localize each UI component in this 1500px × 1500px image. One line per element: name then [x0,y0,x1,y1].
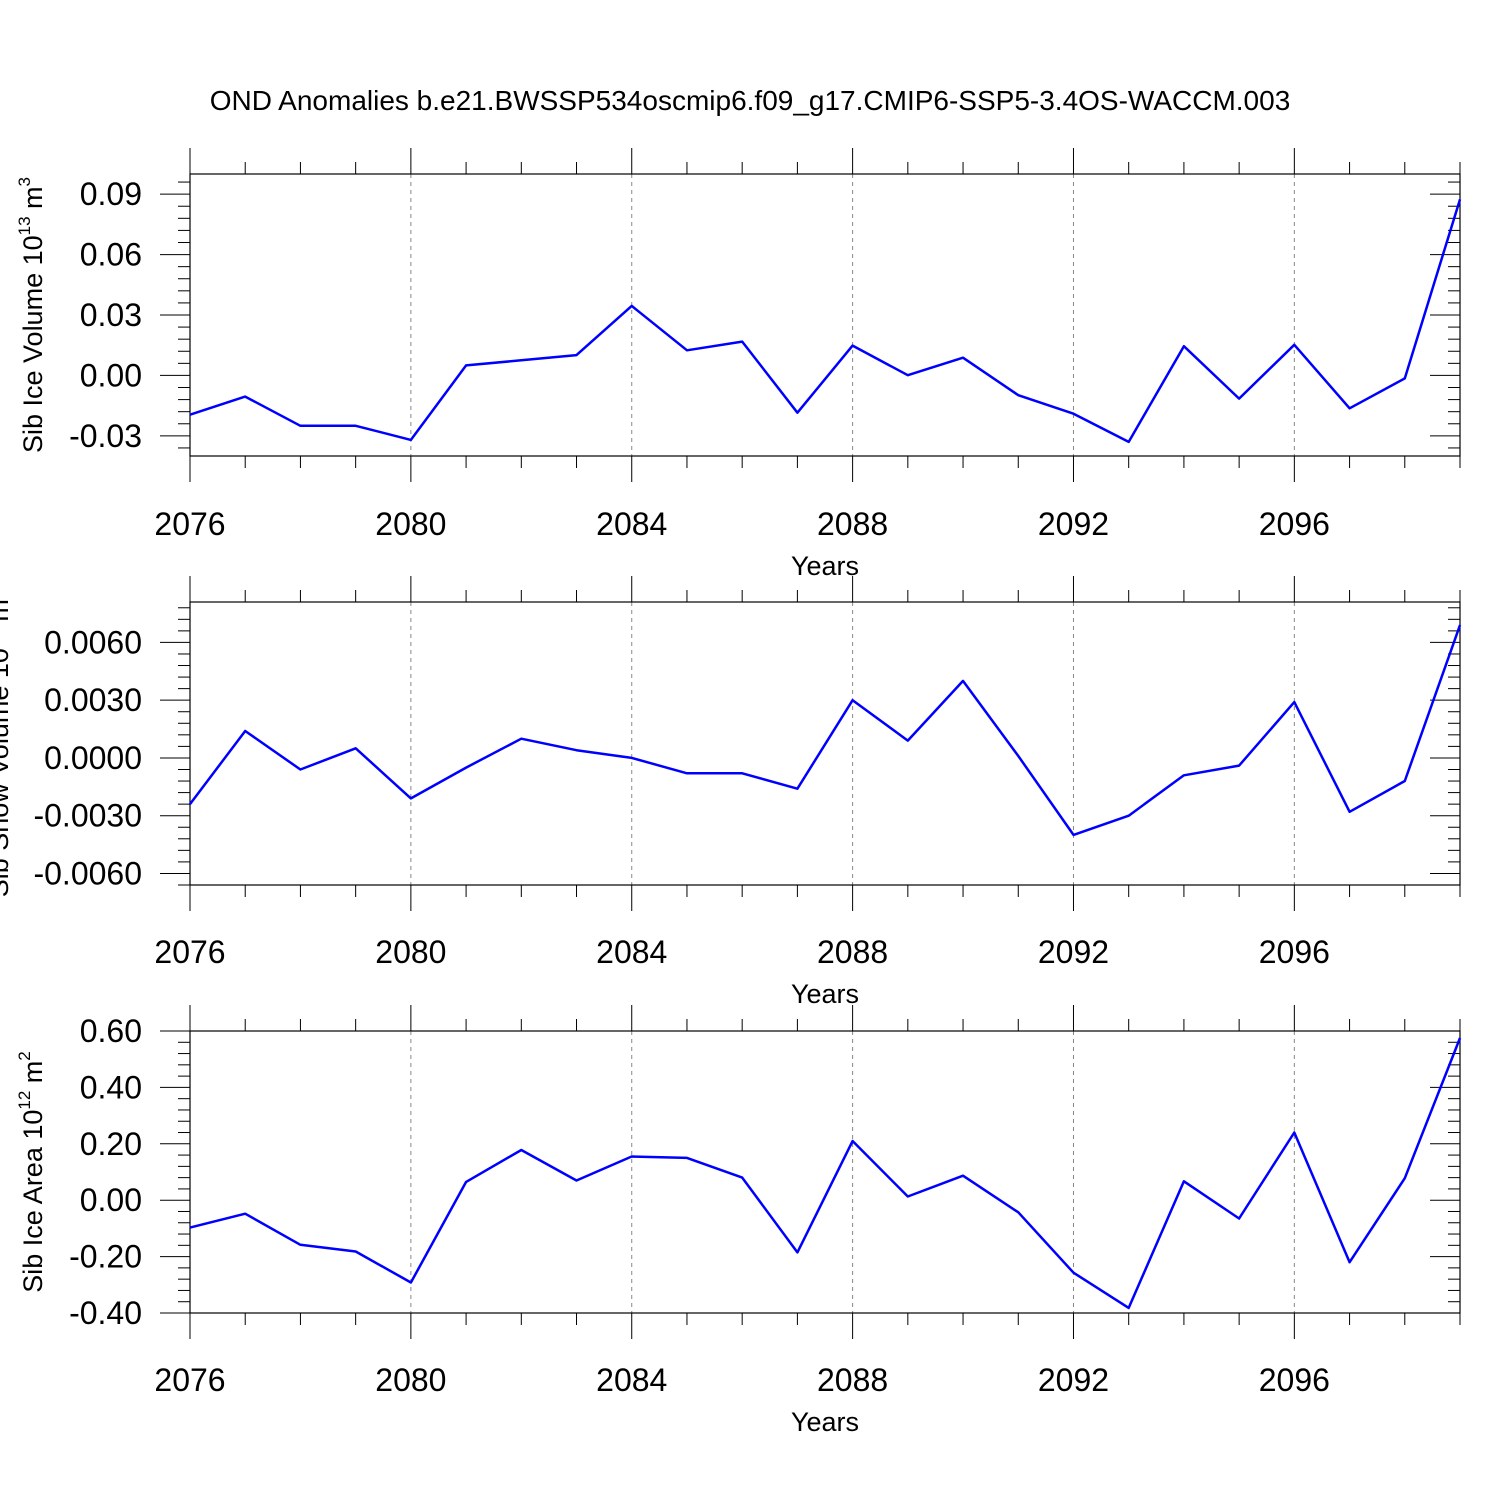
x-tick-label: 2080 [375,1362,446,1398]
y-tick-label: 0.0000 [44,740,142,776]
y-tick-label: 0.03 [80,297,142,333]
x-tick-label: 2092 [1038,1362,1109,1398]
panel-3: -0.40 -0.20 0.00 0.20 0.40 0.60 2076 2080 2084 20… [15,1005,1462,1437]
x-tick-label: 2076 [154,934,225,970]
plot-frame [189,173,1461,457]
y-axis-title-superscript: 3 [15,177,34,186]
y-axis-title-superscript: 13 [15,216,34,235]
figure-title: OND Anomalies b.e21.BWSSP534oscmip6.f09_… [210,85,1291,116]
panels: -0.03 0.00 0.03 0.06 0.09 2076 2080 2084 2088 209… [0,148,1462,1437]
x-tick-label: 2084 [596,506,667,542]
x-tick-label: 2088 [817,506,888,542]
x-axis-title: Years [791,551,859,581]
y-tick-label: -0.0030 [33,798,142,834]
x-tick-label: 2088 [817,1362,888,1398]
y-axis-title-superscript: 2 [15,1051,34,1060]
x-tick-label: 2080 [375,506,446,542]
x-tick-label: 2084 [596,1362,667,1398]
x-axis-title: Years [791,1407,859,1437]
x-tick-label: 2096 [1259,934,1330,970]
series-line [189,624,1462,837]
x-tick-label: 2076 [154,1362,225,1398]
y-tick-label: 0.0030 [44,682,142,718]
y-tick-label: 0.00 [80,357,142,393]
y-tick-label: -0.40 [69,1295,142,1331]
x-tick-label: 2096 [1259,1362,1330,1398]
y-axis-title-text: Sib Ice Volume 10 [18,235,48,453]
x-tick-label: 2084 [596,934,667,970]
x-tick-label: 2092 [1038,934,1109,970]
y-tick-label: 0.00 [80,1182,142,1218]
y-tick-label: 0.09 [80,176,142,212]
plot-frame [189,601,1461,886]
x-tick-label: 2088 [817,934,888,970]
y-tick-label: 0.06 [80,237,142,273]
y-axis-title: Sib Ice Volume 1013 m3 [15,177,48,453]
y-axis-title-text: m [18,186,48,216]
y-axis-title-text: Sib Snow Volume 10 [0,648,14,897]
x-tick-label: 2096 [1259,506,1330,542]
y-tick-label: 0.40 [80,1069,142,1105]
panel-1: -0.03 0.00 0.03 0.06 0.09 2076 2080 2084 2088 209… [15,148,1462,581]
y-tick-label: -0.20 [69,1239,142,1275]
plot-frame [189,1030,1461,1314]
series-line [189,1037,1462,1310]
y-tick-label: 0.0060 [44,624,142,660]
x-tick-label: 2080 [375,934,446,970]
x-axis-title: Years [791,979,859,1009]
x-tick-label: 2092 [1038,506,1109,542]
y-tick-label: 0.20 [80,1126,142,1162]
y-tick-label: -0.0060 [33,855,142,891]
y-axis-title-text: m [0,599,14,629]
y-axis-title-text: m [18,1061,48,1091]
y-axis-title-superscript: 12 [15,1091,34,1110]
y-tick-label: 0.60 [80,1013,142,1049]
x-tick-label: 2076 [154,506,225,542]
series-line [189,199,1462,444]
y-axis-title: Sib Ice Area 1012 m2 [15,1051,48,1293]
panel-2: -0.0060 -0.0030 0.0000 0.0030 0.0060 2076 2080… [0,576,1462,1009]
y-tick-label: -0.03 [69,418,142,454]
y-axis-title-text: Sib Ice Area 10 [18,1110,48,1293]
y-axis-title: Sib Snow Volume 1013 m3 [0,590,14,898]
